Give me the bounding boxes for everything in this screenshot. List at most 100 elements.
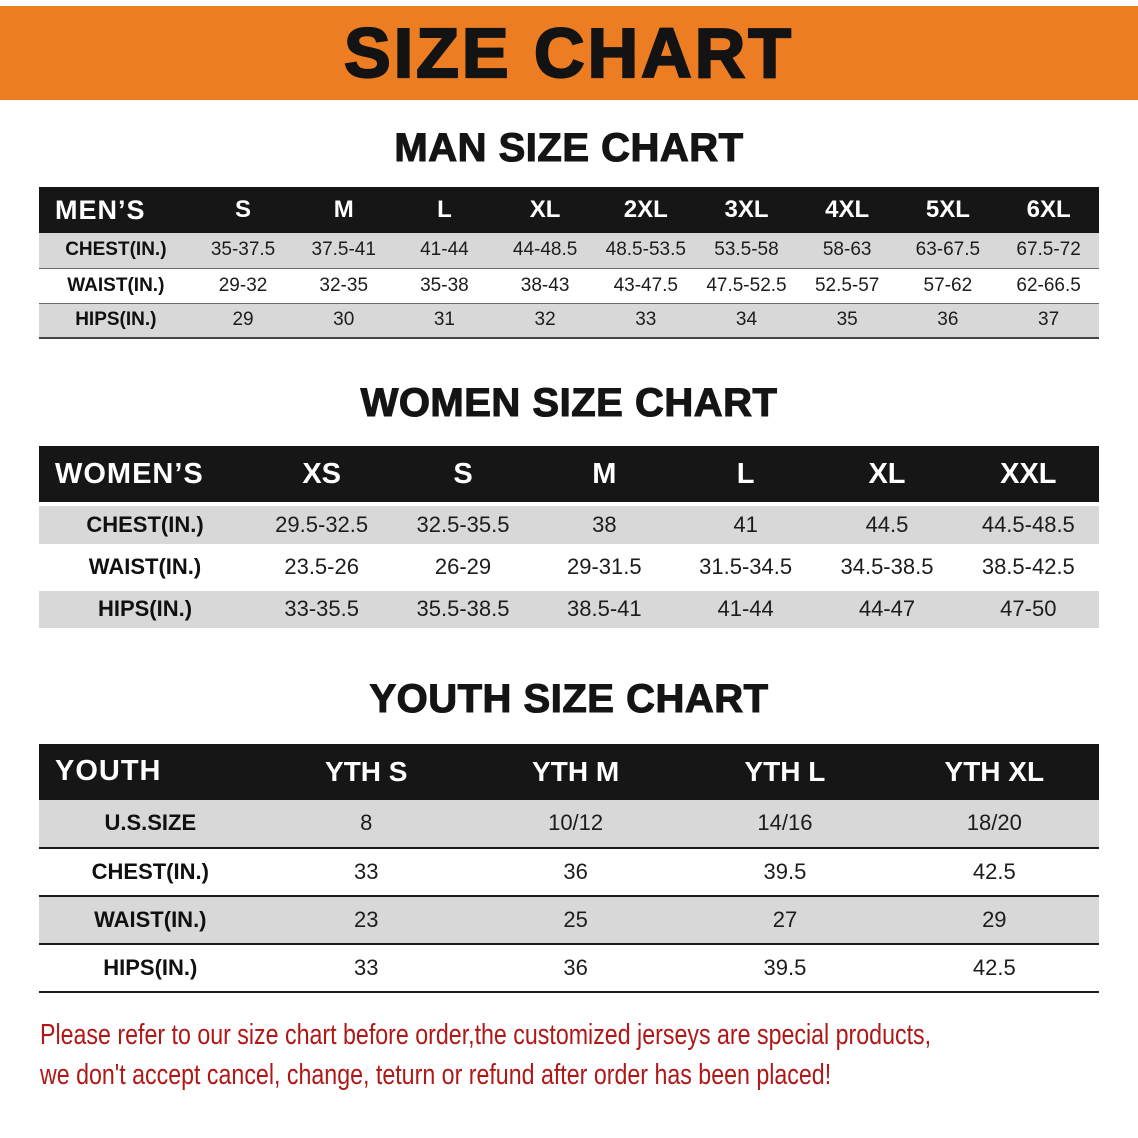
size-cell: 38.5-42.5 xyxy=(957,546,1099,591)
size-cell: 32 xyxy=(534,309,556,331)
column-header: XL xyxy=(529,196,561,223)
size-cell: 31.5-34.5 xyxy=(674,546,817,591)
size-cell: 33 xyxy=(635,309,657,331)
women-size-table: WOMEN’S XS S M L XL XXL CHEST(IN.) 29.5-32.5 32.5… xyxy=(39,446,1099,633)
youth-size-table: YOUTH YTH S YTH M YTH L YTH XL U.S.SIZE 8 10/12… xyxy=(39,743,1099,993)
size-cell: 35 xyxy=(836,309,858,331)
size-cell: 25 xyxy=(563,906,588,932)
table-header-row: WOMEN’S XS S M L XL XXL xyxy=(39,446,1099,504)
size-cell: 31 xyxy=(433,309,455,331)
table-row: HIPS(IN.) 29 30 31 32 33 34 35 36 37 xyxy=(39,303,1099,338)
size-cell: 63-67.5 xyxy=(915,239,981,261)
size-cell: 43-47.5 xyxy=(613,274,679,296)
size-cell: 10/12 xyxy=(548,810,604,835)
size-cell: 41 xyxy=(674,502,817,549)
size-cell: 52.5-57 xyxy=(814,274,880,296)
section-youth: YOUTH SIZE CHART YOUTH YTH S YTH M YTH L YTH … xyxy=(0,676,1138,993)
size-cell: 33 xyxy=(354,954,379,980)
size-cell: 29-32 xyxy=(218,274,268,296)
size-cell: 29-31.5 xyxy=(533,546,675,591)
column-header: S xyxy=(453,457,473,490)
column-header: 5XL xyxy=(925,196,970,223)
size-chart-page: SIZE CHART MAN SIZE CHART MEN’S S M L XL 2XL 3X… xyxy=(0,6,1138,1095)
row-label: HIPS(IN.) xyxy=(75,309,157,331)
size-cell: 29 xyxy=(232,309,254,331)
size-cell: 23 xyxy=(354,906,379,932)
section-women: WOMEN SIZE CHART WOMEN’S XS S M L XL XXL CHEST(I… xyxy=(0,380,1138,633)
size-cell: 35-38 xyxy=(420,274,469,296)
table-corner-label: MEN’S xyxy=(55,194,146,225)
size-cell: 33-35.5 xyxy=(251,588,393,633)
size-cell: 44.5-48.5 xyxy=(957,502,1099,549)
row-label: CHEST(IN.) xyxy=(65,239,167,261)
size-cell: 30 xyxy=(333,309,355,331)
size-cell: 36 xyxy=(563,954,588,980)
table-header-row: MEN’S S M L XL 2XL 3XL 4XL 5XL 6XL xyxy=(39,187,1099,233)
size-cell: 47-50 xyxy=(957,588,1099,633)
size-cell: 32-35 xyxy=(319,274,369,296)
column-header: YTH S xyxy=(325,755,408,787)
size-cell: 37 xyxy=(1038,309,1060,331)
table-row: WAIST(IN.) 29-32 32-35 35-38 38-43 43-47.5 47.… xyxy=(39,268,1099,303)
row-label: U.S.SIZE xyxy=(104,810,197,835)
size-cell: 8 xyxy=(360,810,373,835)
men-size-table: MEN’S S M L XL 2XL 3XL 4XL 5XL 6XL CHEST(IN.) 35-37… xyxy=(39,187,1099,339)
table-corner-label: WOMEN’S xyxy=(55,457,204,490)
column-header: 6XL xyxy=(1026,196,1071,223)
sections-container: MAN SIZE CHART MEN’S S M L XL 2XL 3XL 4XL 5XL 6XL C… xyxy=(0,125,1138,993)
table-row: WAIST(IN.) 23.5-26 26-29 29-31.5 31.5-34.5 34… xyxy=(39,546,1099,591)
size-cell: 44.5 xyxy=(816,502,958,549)
size-cell: 44-47 xyxy=(816,588,958,633)
column-header: 2XL xyxy=(623,196,668,223)
size-cell: 35.5-38.5 xyxy=(392,588,534,633)
disclaimer: Please refer to our size chart before or… xyxy=(40,1015,1138,1095)
size-cell: 57-62 xyxy=(923,274,973,296)
column-header: YTH L xyxy=(744,755,826,787)
size-cell: 53.5-58 xyxy=(714,239,779,261)
size-cell: 26-29 xyxy=(392,546,534,591)
disclaimer-line: we don't accept cancel, change, teturn o… xyxy=(40,1058,832,1091)
size-cell: 62-66.5 xyxy=(1016,274,1081,296)
table-row: HIPS(IN.) 33-35.5 35.5-38.5 38.5-41 41-44 44-… xyxy=(39,588,1099,633)
size-cell: 39.5 xyxy=(763,858,807,884)
size-cell: 37.5-41 xyxy=(311,239,376,261)
size-cell: 58-63 xyxy=(822,239,872,261)
size-cell: 18/20 xyxy=(966,810,1022,835)
table-row: WAIST(IN.) 23 25 27 29 xyxy=(39,895,1099,944)
section-heading: MAN SIZE CHART xyxy=(394,125,744,170)
table-row: U.S.SIZE 8 10/12 14/16 18/20 xyxy=(39,799,1099,848)
size-cell: 23.5-26 xyxy=(251,546,393,591)
section-men: MAN SIZE CHART MEN’S S M L XL 2XL 3XL 4XL 5XL 6XL C… xyxy=(0,125,1138,339)
size-cell: 38.5-41 xyxy=(533,588,675,633)
size-cell: 44-48.5 xyxy=(512,239,578,261)
size-cell: 47.5-52.5 xyxy=(706,274,787,296)
size-cell: 14/16 xyxy=(757,810,813,835)
column-header: XXL xyxy=(1000,457,1057,490)
row-label: WAIST(IN.) xyxy=(39,546,251,591)
size-cell: 41-44 xyxy=(420,239,469,261)
row-label: CHEST(IN.) xyxy=(39,502,251,549)
table-row: CHEST(IN.) 29.5-32.5 32.5-35.5 38 41 44.5 44.5… xyxy=(39,502,1099,549)
size-cell: 38-43 xyxy=(520,274,570,296)
row-label: HIPS(IN.) xyxy=(39,588,251,633)
row-label: WAIST(IN.) xyxy=(67,274,165,296)
row-label: HIPS(IN.) xyxy=(103,954,198,980)
table-row: HIPS(IN.) 33 36 39.5 42.5 xyxy=(39,944,1099,992)
size-cell: 36 xyxy=(563,858,588,884)
column-header: L xyxy=(736,457,755,490)
size-cell: 32.5-35.5 xyxy=(392,502,534,549)
size-cell: 35-37.5 xyxy=(210,239,276,261)
size-cell: 38 xyxy=(533,502,675,549)
row-label: CHEST(IN.) xyxy=(91,858,209,884)
size-cell: 67.5-72 xyxy=(1016,239,1081,261)
size-cell: 34 xyxy=(735,309,758,331)
column-header: XS xyxy=(302,457,341,490)
banner: SIZE CHART xyxy=(0,6,1138,100)
column-header: YTH XL xyxy=(944,755,1045,787)
table-row: CHEST(IN.) 33 36 39.5 42.5 xyxy=(39,848,1099,896)
size-cell: 29.5-32.5 xyxy=(251,502,393,549)
table-header-row: YOUTH YTH S YTH M YTH L YTH XL xyxy=(39,743,1099,800)
table-row: CHEST(IN.) 35-37.5 37.5-41 41-44 44-48.5 48.5… xyxy=(39,233,1099,268)
column-header: L xyxy=(437,196,452,223)
size-cell: 34.5-38.5 xyxy=(816,546,958,591)
